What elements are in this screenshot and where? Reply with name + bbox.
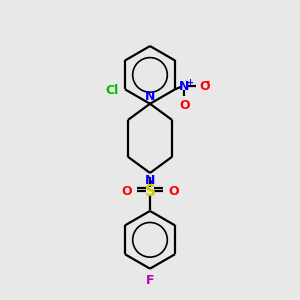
Text: O: O — [200, 80, 210, 93]
Text: N: N — [145, 90, 155, 103]
Text: N: N — [145, 174, 155, 187]
Text: F: F — [146, 274, 154, 287]
Text: O: O — [168, 185, 179, 198]
Text: +: + — [186, 78, 193, 87]
Text: Cl: Cl — [105, 84, 119, 97]
Text: O: O — [121, 185, 132, 198]
Text: O: O — [179, 99, 190, 112]
Text: S: S — [145, 184, 155, 199]
Text: -: - — [206, 77, 210, 87]
Text: N: N — [179, 80, 190, 93]
